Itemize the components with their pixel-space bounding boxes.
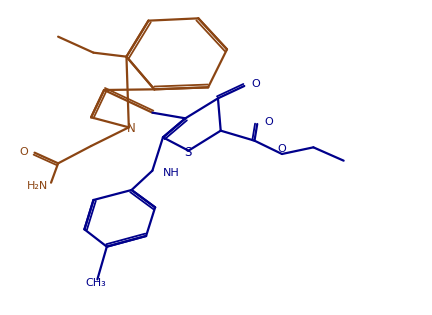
Text: O: O — [264, 117, 273, 127]
Text: S: S — [184, 146, 191, 159]
Text: H₂N: H₂N — [27, 181, 48, 191]
Text: O: O — [20, 147, 29, 157]
Text: CH₃: CH₃ — [85, 278, 106, 288]
Text: NH: NH — [162, 168, 179, 178]
Text: O: O — [278, 144, 286, 154]
Text: O: O — [251, 79, 260, 89]
Text: N: N — [127, 122, 135, 135]
